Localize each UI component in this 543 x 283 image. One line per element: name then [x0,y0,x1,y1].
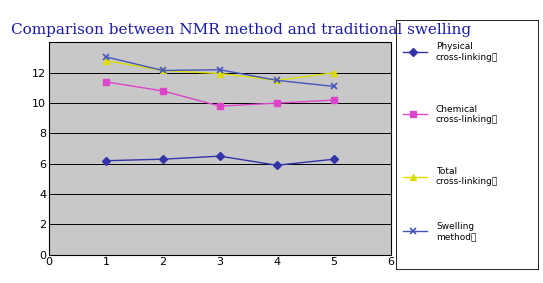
Text: Physical
cross-linking。: Physical cross-linking。 [436,42,498,62]
Text: Swelling
method。: Swelling method。 [436,222,476,241]
Text: Chemical
cross-linking。: Chemical cross-linking。 [436,105,498,124]
Text: Comparison between NMR method and traditional swelling: Comparison between NMR method and tradit… [11,23,471,37]
Text: Total
cross-linking。: Total cross-linking。 [436,167,498,186]
